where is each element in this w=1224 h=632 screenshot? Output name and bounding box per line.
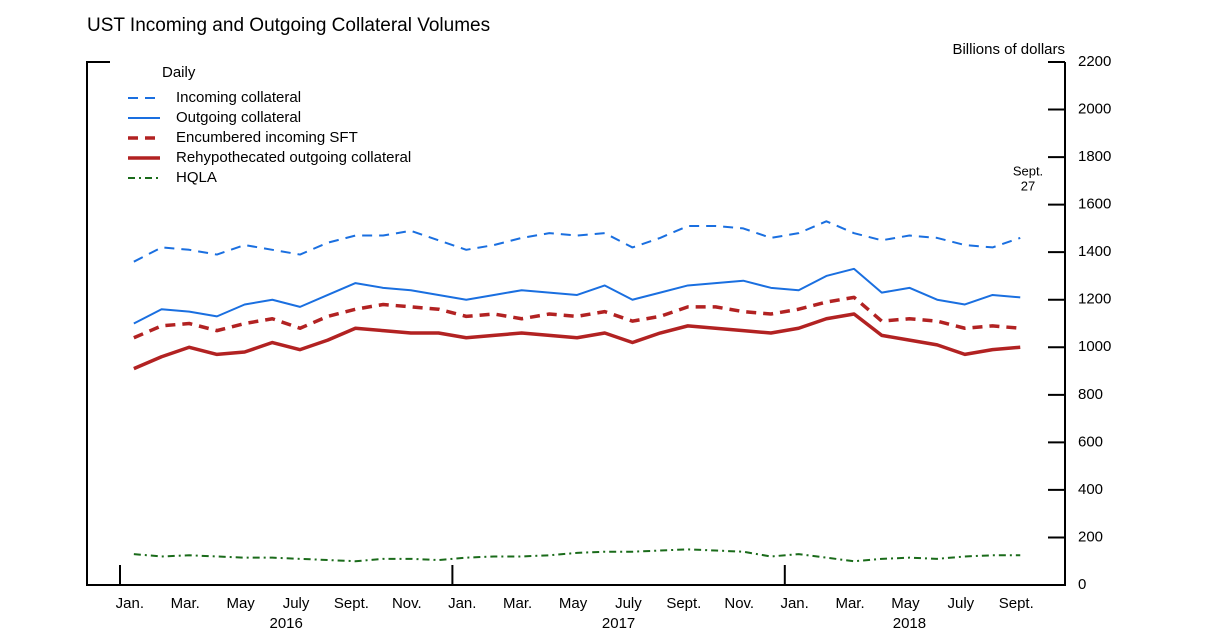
chart-title: UST Incoming and Outgoing Collateral Vol… xyxy=(87,15,490,36)
legend-title: Daily xyxy=(162,64,196,81)
x-tick-label: May xyxy=(226,595,255,612)
y-tick-label: 600 xyxy=(1078,433,1103,450)
legend-label: Incoming collateral xyxy=(176,89,301,106)
x-tick-label: Jan. xyxy=(116,595,144,612)
annotation: Sept. xyxy=(1013,163,1043,178)
y-tick-label: 1400 xyxy=(1078,243,1111,260)
y-tick-label: 0 xyxy=(1078,576,1086,593)
y-axis-label: Billions of dollars xyxy=(952,41,1065,58)
x-tick-label: July xyxy=(615,595,642,612)
y-tick-label: 1800 xyxy=(1078,148,1111,165)
x-tick-label: May xyxy=(891,595,920,612)
y-tick-label: 2200 xyxy=(1078,53,1111,70)
series-line xyxy=(133,267,1021,325)
year-label: 2018 xyxy=(893,615,926,632)
year-label: 2016 xyxy=(270,615,303,632)
x-tick-label: Mar. xyxy=(503,595,532,612)
series-line xyxy=(133,548,1021,563)
series-line xyxy=(133,295,1021,340)
x-tick-label: Sept. xyxy=(666,595,701,612)
legend-label: Outgoing collateral xyxy=(176,109,301,126)
year-label: 2017 xyxy=(602,615,635,632)
series-line xyxy=(133,312,1021,371)
x-tick-label: July xyxy=(948,595,975,612)
x-tick-label: May xyxy=(559,595,588,612)
x-tick-label: Mar. xyxy=(835,595,864,612)
axes xyxy=(86,61,1066,586)
y-tick-label: 1600 xyxy=(1078,196,1111,213)
x-tick-label: Jan. xyxy=(448,595,476,612)
x-tick-label: Sept. xyxy=(334,595,369,612)
y-tick-label: 2000 xyxy=(1078,101,1111,118)
legend-label: HQLA xyxy=(176,169,217,186)
y-tick-label: 1200 xyxy=(1078,291,1111,308)
series-line xyxy=(133,220,1021,263)
y-tick-label: 1000 xyxy=(1078,338,1111,355)
x-tick-label: Sept. xyxy=(999,595,1034,612)
annotation: 27 xyxy=(1021,178,1035,193)
legend-label: Encumbered incoming SFT xyxy=(176,129,358,146)
x-tick-label: July xyxy=(283,595,310,612)
x-tick-label: Nov. xyxy=(724,595,754,612)
x-tick-label: Nov. xyxy=(392,595,422,612)
y-tick-label: 200 xyxy=(1078,528,1103,545)
y-tick-label: 400 xyxy=(1078,481,1103,498)
legend-label: Rehypothecated outgoing collateral xyxy=(176,149,411,166)
x-tick-label: Mar. xyxy=(171,595,200,612)
y-tick-label: 800 xyxy=(1078,386,1103,403)
x-tick-label: Jan. xyxy=(780,595,808,612)
